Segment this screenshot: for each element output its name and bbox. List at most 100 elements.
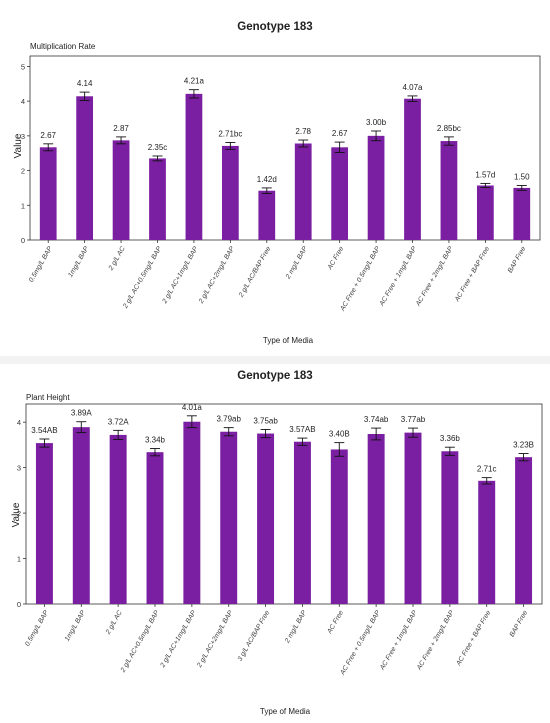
bar <box>76 96 94 240</box>
chart-multiplication-rate: Genotype 183 Multiplication Rate Value T… <box>13 21 541 345</box>
bar <box>293 441 311 604</box>
x-tick-label: AC Free <box>326 609 345 635</box>
bar <box>185 93 203 240</box>
bar <box>35 443 53 604</box>
bar <box>109 434 127 604</box>
chart-subtitle: Multiplication Rate <box>30 42 96 51</box>
x-tick-label: 2 g/L AC/BAP Free <box>237 245 272 299</box>
data-label: 1.57d <box>475 170 495 179</box>
bar <box>183 421 201 604</box>
bar <box>367 434 385 604</box>
data-label: 3.77ab <box>401 415 426 424</box>
data-label: 4.21a <box>184 77 205 86</box>
y-tick-label: 1 <box>17 555 21 564</box>
chart-title: Genotype 183 <box>237 370 312 382</box>
y-tick-label: 0 <box>17 600 21 609</box>
y-tick-label: 3 <box>21 132 25 141</box>
x-tick-label: 1mg/L BAP <box>64 609 87 643</box>
data-label: 3.57AB <box>289 425 315 434</box>
bar <box>258 190 276 240</box>
chart-title: Genotype 183 <box>237 21 312 33</box>
panel-divider <box>0 356 550 364</box>
x-tick-label: AC Free + 1mg/L BAP <box>379 609 419 672</box>
bar <box>112 140 130 240</box>
bar <box>39 147 57 240</box>
x-tick-label: BAP Free <box>507 245 528 274</box>
data-label: 4.07a <box>402 83 423 92</box>
x-tick-label: AC Free + 1mg/L BAP <box>378 245 418 308</box>
x-tick-label: AC Free + 0.5mg/L BAP <box>339 245 382 313</box>
data-label: 3.40B <box>329 430 350 439</box>
x-tick-label: AC Free <box>326 245 345 271</box>
x-tick-label: BAP Free <box>509 609 530 638</box>
bar <box>515 457 533 604</box>
data-label: 2.71bc <box>218 129 242 138</box>
x-tick-label: 2 g/L AC+0.5mg/L BAP <box>119 609 161 674</box>
bar <box>441 451 459 604</box>
x-tick-label: 0.5mg/L BAP <box>28 245 54 283</box>
chart-subtitle: Plant Height <box>26 393 70 402</box>
x-tick-label: 2 g/L AC+1mg/L BAP <box>161 245 200 305</box>
data-label: 2.67 <box>40 131 56 140</box>
x-axis-label: Type of Media <box>263 336 314 345</box>
x-tick-label: 2 g/L AC+0.5mg/L BAP <box>122 245 164 310</box>
data-label: 3.79ab <box>216 415 241 424</box>
y-tick-label: 2 <box>21 167 25 176</box>
x-tick-label: 1mg/L BAP <box>67 245 90 279</box>
x-tick-label: AC Free + 2mg/L BAP <box>414 245 454 308</box>
data-label: 3.36b <box>440 434 461 443</box>
bar <box>257 433 275 604</box>
y-axis-label: Value <box>11 502 22 527</box>
data-label: 3.75ab <box>253 416 278 425</box>
bar <box>513 187 531 240</box>
x-tick-label: AC Free + 0.5mg/L BAP <box>339 609 382 677</box>
y-tick-label: 4 <box>17 418 21 427</box>
x-tick-label: 0.5mg/L BAP <box>24 609 50 647</box>
y-tick-label: 3 <box>17 464 21 473</box>
plot-frame <box>25 403 543 605</box>
x-tick-label: 2 g/L AC+2mg/L BAP <box>196 609 235 669</box>
bar <box>367 135 385 240</box>
bar <box>478 480 496 604</box>
y-tick-label: 0 <box>21 236 25 245</box>
x-tick-label: 2 g/L AC <box>107 245 127 272</box>
data-label: 3.34b <box>145 436 166 445</box>
bar <box>331 147 349 240</box>
data-label: 1.42d <box>257 175 277 184</box>
y-tick-label: 4 <box>21 97 25 106</box>
bar <box>72 427 90 604</box>
data-label: 3.89A <box>71 409 93 418</box>
data-label: 4.01a <box>182 403 203 412</box>
data-label: 4.14 <box>77 79 93 88</box>
bar <box>220 431 238 604</box>
y-axis-label: Value <box>13 133 24 158</box>
data-label: 3.23B <box>513 441 534 450</box>
x-tick-label: 2 g/L AC+2mg/L BAP <box>197 245 236 305</box>
data-label: 2.78 <box>295 127 311 136</box>
data-label: 3.74ab <box>364 415 389 424</box>
data-label: 3.54AB <box>31 426 57 435</box>
x-tick-label: AC Free + BAP Free <box>453 245 491 303</box>
x-axis-label: Type of Media <box>260 707 311 716</box>
data-label: 2.35c <box>148 143 168 152</box>
x-tick-label: 2 g/L AC+1mg/L BAP <box>159 609 198 669</box>
x-tick-label: 2 mg/L BAP <box>284 245 309 281</box>
data-label: 3.00b <box>366 118 387 127</box>
bar <box>404 98 421 240</box>
data-label: 2.87 <box>113 124 129 133</box>
data-label: 1.50 <box>514 172 530 181</box>
y-tick-label: 1 <box>21 201 25 210</box>
x-tick-label: 3 g/L AC/BAP Free <box>237 609 272 662</box>
bar <box>476 185 494 240</box>
x-tick-label: AC Free + BAP Free <box>455 609 493 667</box>
bar <box>221 145 239 240</box>
plot-frame <box>29 55 541 241</box>
data-label: 2.71c <box>477 465 497 474</box>
bar <box>330 449 348 604</box>
bar <box>294 143 312 240</box>
data-label: 3.72A <box>108 417 130 426</box>
y-tick-label: 5 <box>21 62 25 71</box>
x-tick-label: 2 mg/L BAP <box>284 609 309 645</box>
data-label: 2.85bc <box>437 124 461 133</box>
